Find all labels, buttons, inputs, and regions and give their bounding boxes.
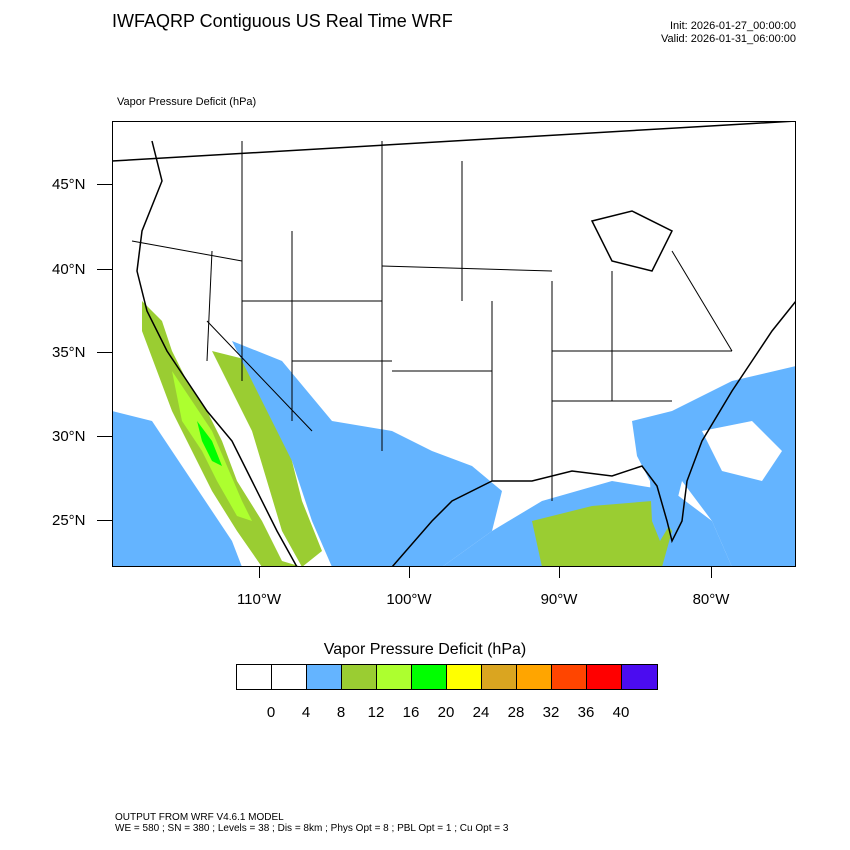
legend-tick-label: 16 [402, 704, 420, 721]
legend-tick-label: 12 [367, 704, 385, 721]
lat-label-40: 40°N [52, 261, 86, 278]
legend-swatch [307, 665, 342, 689]
legend-swatch [587, 665, 622, 689]
legend-tick-label: 8 [336, 704, 346, 721]
legend-swatch [237, 665, 272, 689]
field-label: Vapor Pressure Deficit (hPa) [117, 96, 257, 108]
valid-time: Valid: 2026-01-31_06:00:00 [661, 33, 796, 45]
legend-color-bar [236, 664, 658, 690]
footer-line-1: OUTPUT FROM WRF V4.6.1 MODEL [115, 812, 284, 823]
lon-tick [259, 567, 260, 578]
coastline [136, 140, 796, 567]
pacific-vpd-area [112, 411, 242, 567]
baja-vpd-area [142, 301, 302, 567]
lon-label-100: 100°W [386, 591, 432, 608]
legend-tick-label: 28 [507, 704, 525, 721]
legend-title: Vapor Pressure Deficit (hPa) [323, 641, 527, 658]
florida-vpd-area [632, 411, 687, 541]
footer-line-2: WE = 580 ; SN = 380 ; Levels = 38 ; Dis … [115, 823, 509, 834]
lat-label-45: 45°N [52, 176, 86, 193]
state-borders [112, 121, 796, 501]
gulf-green-area [532, 501, 672, 567]
lat-tick [97, 520, 112, 521]
legend-swatch [272, 665, 307, 689]
legend-swatch [482, 665, 517, 689]
legend-tick-label: 4 [301, 704, 311, 721]
time-info: Init: 2026-01-27_00:00:00 Valid: 2026-01… [661, 20, 796, 46]
legend-swatch [377, 665, 412, 689]
lat-label-35: 35°N [52, 344, 86, 361]
legend-tick-label: 0 [266, 704, 276, 721]
model-footer: OUTPUT FROM WRF V4.6.1 MODEL WE = 580 ; … [115, 812, 508, 834]
southwest-vpd-area [232, 341, 502, 567]
lat-tick [97, 269, 112, 270]
lat-label-30: 30°N [52, 428, 86, 445]
init-time: Init: 2026-01-27_00:00:00 [670, 20, 796, 32]
lon-tick [409, 567, 410, 578]
legend-tick-label: 32 [542, 704, 560, 721]
lat-tick [97, 436, 112, 437]
mexico-vpd-area [212, 351, 322, 567]
legend-tick-label: 24 [472, 704, 490, 721]
lon-tick [559, 567, 560, 578]
legend-swatch [447, 665, 482, 689]
lat-label-25: 25°N [52, 512, 86, 529]
legend-swatch [622, 665, 657, 689]
lon-label-80: 80°W [692, 591, 730, 608]
atlantic-clear-area [702, 421, 782, 481]
lat-tick [97, 352, 112, 353]
legend-swatch [412, 665, 447, 689]
lon-tick [711, 567, 712, 578]
lon-label-90: 90°W [540, 591, 578, 608]
lat-tick [97, 184, 112, 185]
baja-peak-vpd [197, 421, 222, 466]
plot-title: IWFAQRP Contiguous US Real Time WRF [112, 11, 453, 31]
map-frame [112, 121, 796, 567]
legend-swatch [342, 665, 377, 689]
vpd-map [112, 121, 796, 567]
pacific-vpd-area-2 [112, 431, 142, 491]
legend-swatch [517, 665, 552, 689]
legend-tick-label: 40 [612, 704, 630, 721]
legend-tick-label: 36 [577, 704, 595, 721]
legend-tick-label: 20 [437, 704, 455, 721]
lon-label-110: 110°W [236, 591, 282, 608]
legend-swatch [552, 665, 587, 689]
